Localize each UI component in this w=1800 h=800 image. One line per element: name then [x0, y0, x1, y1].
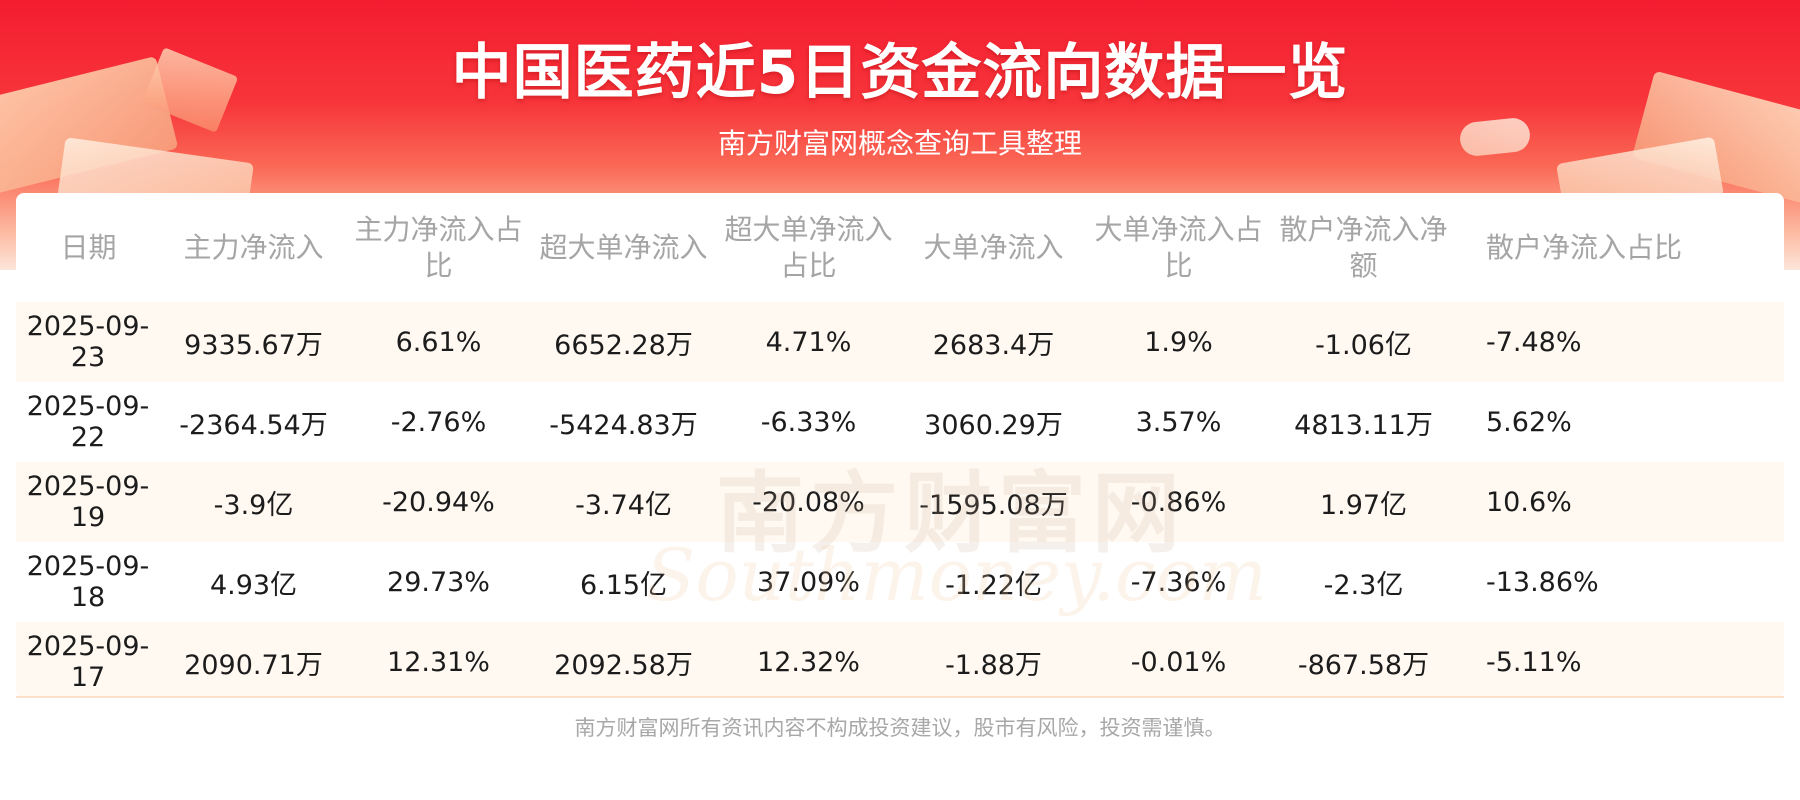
- table-cell: -1.22亿: [901, 542, 1086, 622]
- table-cell: 29.73%: [346, 542, 531, 622]
- table-cell: -7.48%: [1456, 302, 1784, 382]
- table-cell: -2364.54万: [161, 382, 346, 462]
- table-cell: -13.86%: [1456, 542, 1784, 622]
- table-cell: -20.08%: [716, 462, 901, 542]
- table-row: 2025-09-19 -3.9亿 -20.94% -3.74亿 -20.08% -1595…: [16, 462, 1784, 542]
- table-cell: 2025-09-22: [16, 382, 161, 462]
- table-cell: -0.86%: [1086, 462, 1271, 542]
- table-cell: 12.31%: [346, 622, 531, 698]
- table-cell: 2090.71万: [161, 622, 346, 698]
- table-cell: 2025-09-18: [16, 542, 161, 622]
- table-row: 2025-09-22 -2364.54万 -2.76% -5424.83万 -6.33%…: [16, 382, 1784, 462]
- table-row: 2025-09-18 4.93亿 29.73% 6.15亿 37.09% -1.22亿 -7…: [16, 542, 1784, 622]
- table-cell: -1595.08万: [901, 462, 1086, 542]
- table-body: 2025-09-23 9335.67万 6.61% 6652.28万 4.71% 2683…: [16, 302, 1784, 698]
- table-header-row: 日期 主力净流入 主力净流入占比 超大单净流入 超大单净流入占比 大单净流入 大单净流入占比…: [16, 193, 1784, 302]
- table-cell: 2025-09-19: [16, 462, 161, 542]
- table-cell: -0.01%: [1086, 622, 1271, 698]
- table-cell: 2092.58万: [531, 622, 716, 698]
- column-header: 散户净流入净额: [1279, 212, 1448, 282]
- table-cell: 3.57%: [1086, 382, 1271, 462]
- table-cell: 6.15亿: [531, 542, 716, 622]
- table-cell: -1.88万: [901, 622, 1086, 698]
- footer-disclaimer: 南方财富网所有资讯内容不构成投资建议，股市有风险，投资需谨慎。: [574, 716, 1226, 740]
- table-cell: -1.06亿: [1271, 302, 1456, 382]
- column-header: 超大单净流入: [539, 230, 708, 264]
- table-cell: 9335.67万: [161, 302, 346, 382]
- table-cell: 2025-09-17: [16, 622, 161, 698]
- table-cell: 4813.11万: [1271, 382, 1456, 462]
- table-cell: -7.36%: [1086, 542, 1271, 622]
- table-cell: -3.74亿: [531, 462, 716, 542]
- table-cell: -5424.83万: [531, 382, 716, 462]
- table-cell: -3.9亿: [161, 462, 346, 542]
- table-cell: -6.33%: [716, 382, 901, 462]
- table-cell: 37.09%: [716, 542, 901, 622]
- table-cell: 5.62%: [1456, 382, 1784, 462]
- page-title: 中国医药近5日资金流向数据一览: [451, 38, 1349, 108]
- table-row: 2025-09-23 9335.67万 6.61% 6652.28万 4.71% 2683…: [16, 302, 1784, 382]
- table-cell: 3060.29万: [901, 382, 1086, 462]
- table-cell: 4.93亿: [161, 542, 346, 622]
- table-cell: 1.97亿: [1271, 462, 1456, 542]
- table-cell: -867.58万: [1271, 622, 1456, 698]
- column-header: 散户净流入占比: [1486, 230, 1683, 264]
- column-header: 主力净流入占比: [354, 212, 523, 282]
- column-header: 大单净流入: [923, 230, 1064, 264]
- table-cell: 1.9%: [1086, 302, 1271, 382]
- table-cell: -5.11%: [1456, 622, 1784, 698]
- table-cell: -20.94%: [346, 462, 531, 542]
- fund-flow-table: 日期 主力净流入 主力净流入占比 超大单净流入 超大单净流入占比 大单净流入 大单净流入占比…: [16, 193, 1784, 698]
- table-cell: 4.71%: [716, 302, 901, 382]
- table-row: 2025-09-17 2090.71万 12.31% 2092.58万 12.32% -1…: [16, 622, 1784, 698]
- page-subtitle: 南方财富网概念查询工具整理: [717, 127, 1082, 160]
- table-cell: 10.6%: [1456, 462, 1784, 542]
- column-header: 日期: [60, 230, 117, 264]
- divider: [16, 696, 1784, 698]
- column-header: 大单净流入占比: [1094, 212, 1263, 282]
- table-cell: -2.3亿: [1271, 542, 1456, 622]
- column-header: 超大单净流入占比: [724, 212, 893, 282]
- table-cell: -2.76%: [346, 382, 531, 462]
- table-cell: 2025-09-23: [16, 302, 161, 382]
- table-cell: 6652.28万: [531, 302, 716, 382]
- table-cell: 2683.4万: [901, 302, 1086, 382]
- table-cell: 6.61%: [346, 302, 531, 382]
- data-table-card: 日期 主力净流入 主力净流入占比 超大单净流入 超大单净流入占比 大单净流入 大单净流入占比…: [16, 193, 1784, 698]
- table-cell: 12.32%: [716, 622, 901, 698]
- column-header: 主力净流入: [183, 230, 324, 264]
